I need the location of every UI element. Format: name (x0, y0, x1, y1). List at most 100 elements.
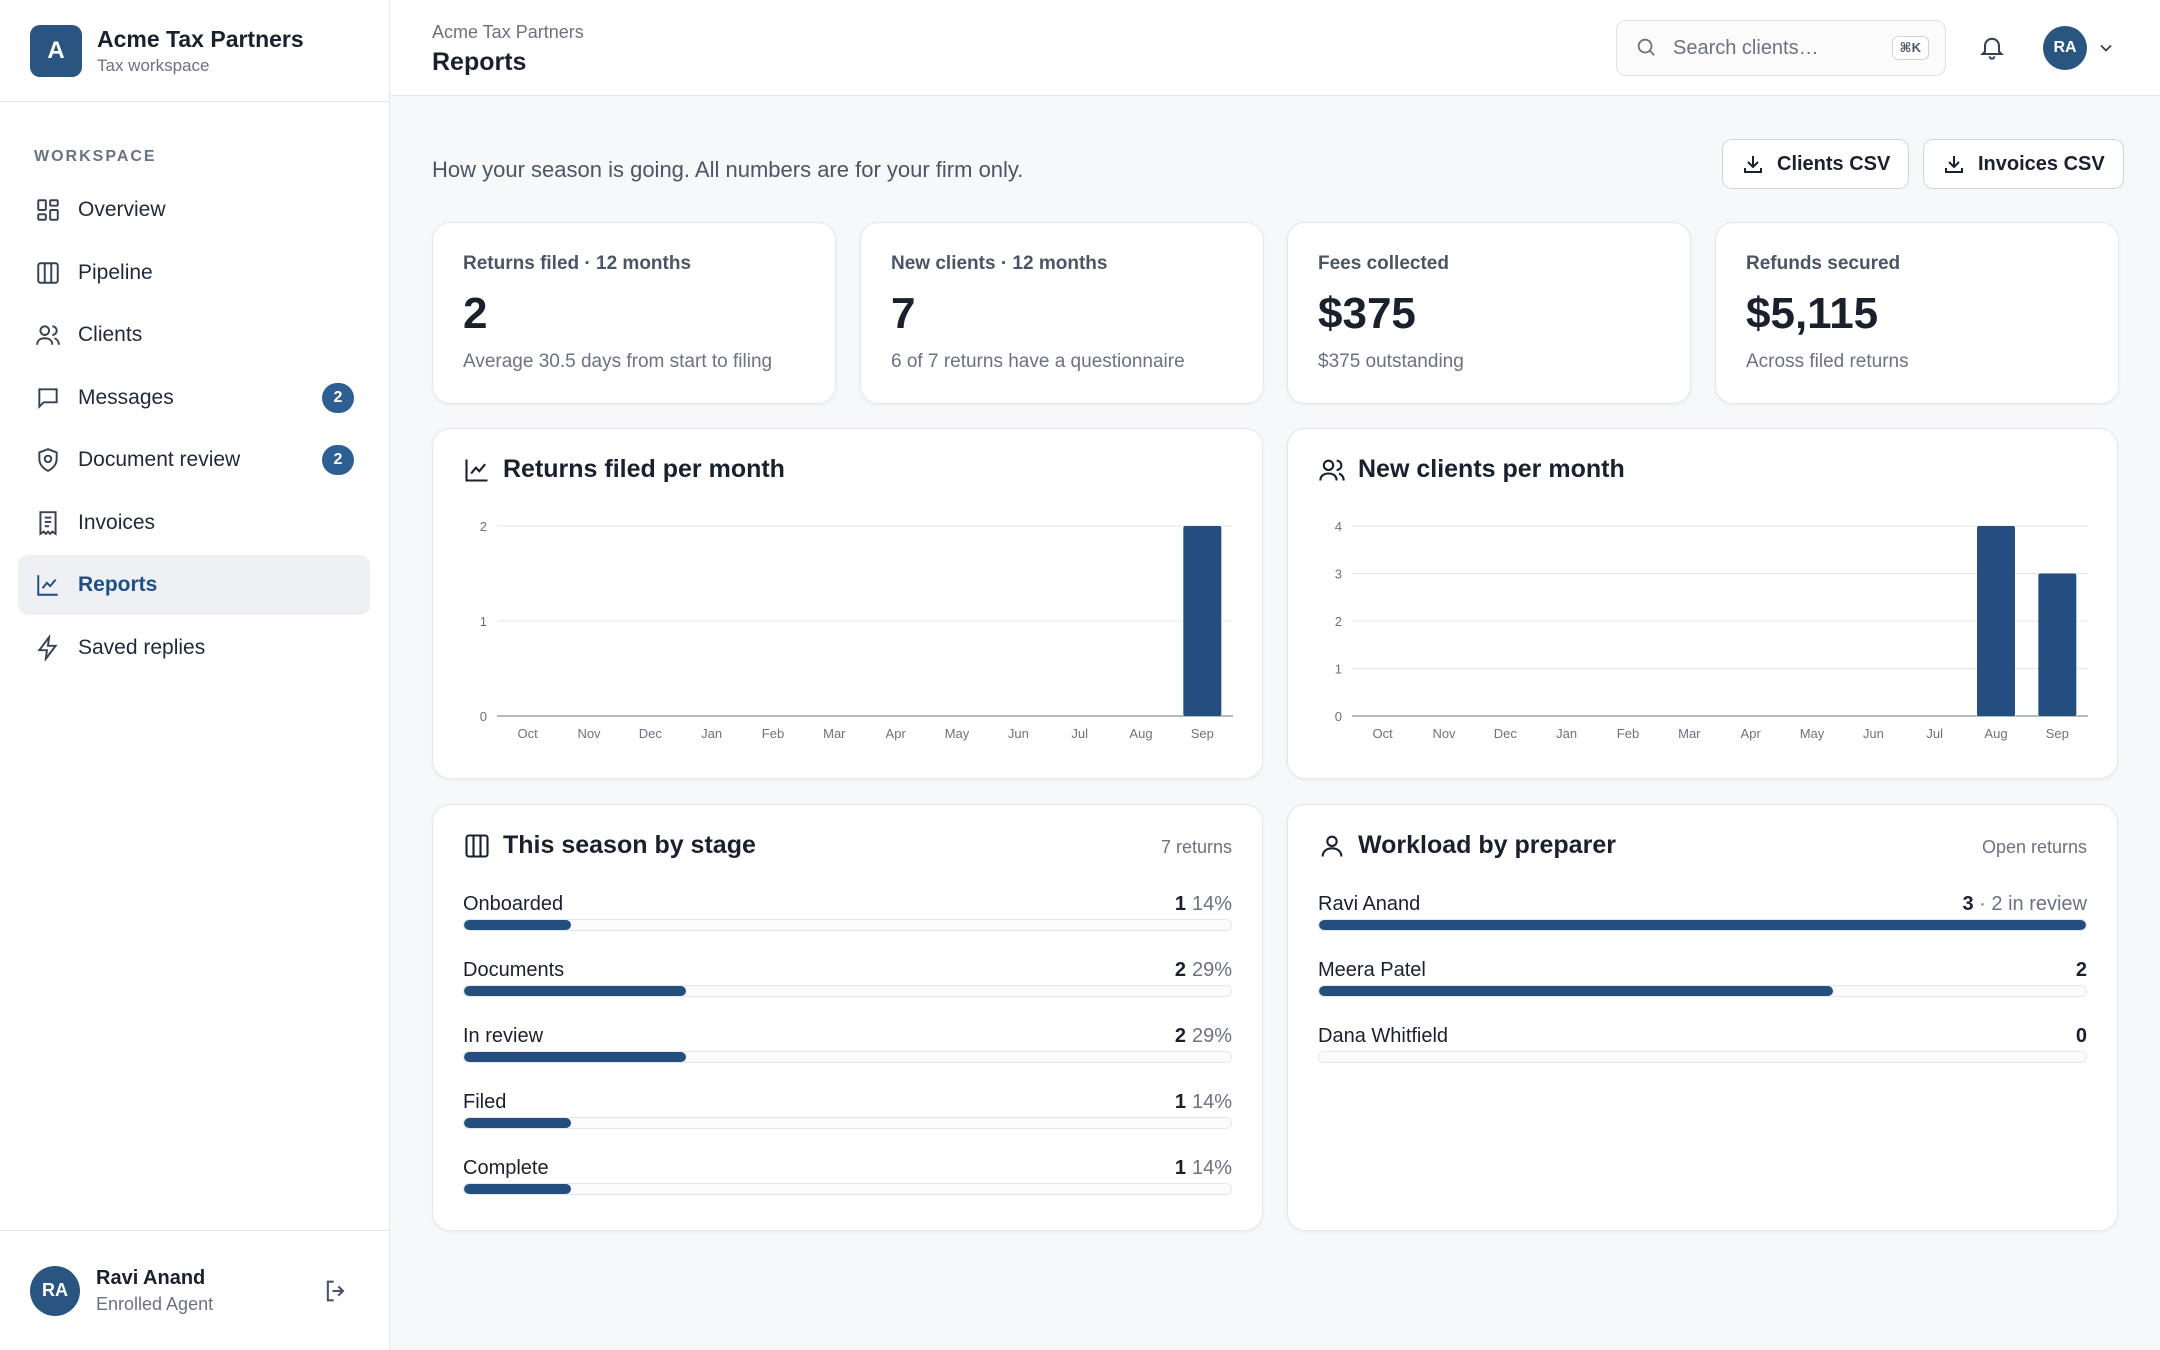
x-tick-label: Mar (1678, 726, 1701, 741)
y-tick-label: 0 (1335, 709, 1342, 724)
stat-subtext: Average 30.5 days from start to filing (463, 351, 773, 372)
new-clients-chart-card: New clients per month 0 1 2 3 4 Oct Nov Dec Jan F… (1287, 428, 2118, 779)
sidebar-item-pipeline[interactable]: Pipeline (18, 243, 370, 303)
y-tick-label: 1 (1335, 662, 1342, 677)
stage-value: 1 14% (1175, 893, 1232, 916)
user-profile: RA Ravi Anand Enrolled Agent (0, 1230, 390, 1350)
preparer-value: 3 · 2 in review (1963, 893, 2088, 916)
stage-detail: 29% (1191, 1025, 1232, 1047)
preparer-row: Ravi Anand 3 · 2 in review (1318, 893, 2087, 943)
sidebar-item-label: Document review (78, 448, 241, 471)
avatar[interactable]: RA (30, 1265, 80, 1316)
preparer-detail: · 2 in review (1973, 893, 2087, 915)
bar-sep[interactable] (1183, 526, 1222, 716)
stage-progress-fill (464, 1052, 687, 1062)
x-tick-label: Jan (1556, 726, 1577, 741)
preparer-value: 0 (2076, 1025, 2087, 1048)
nav-section-label: WORKSPACE (34, 148, 157, 165)
clients-csv-button[interactable]: Clients CSV (1722, 139, 1910, 189)
stage-progress-track (463, 1051, 1232, 1063)
x-tick-label: Jul (1926, 726, 1943, 741)
x-tick-label: Nov (577, 726, 601, 741)
preparer-progress-fill (1319, 986, 1833, 996)
stat-card-new-clients: New clients · 12 months 7 6 of 7 returns… (860, 222, 1264, 404)
stage-value: 2 29% (1175, 959, 1232, 982)
workload-by-preparer-card: Workload by preparer Open returns Ravi A… (1287, 804, 2118, 1231)
brand-subtitle: Tax workspace (97, 55, 210, 75)
invoices-csv-label: Invoices CSV (1978, 152, 2105, 175)
stage-progress-fill (464, 1118, 572, 1128)
preparer-progress-fill (1319, 920, 2086, 930)
bell-icon[interactable] (1978, 33, 2006, 61)
columns-icon (34, 259, 62, 287)
download-icon (1942, 152, 1966, 176)
stage-count: 1 (1174, 1157, 1186, 1179)
x-tick-label: Oct (518, 726, 539, 741)
page-title: Reports (432, 48, 527, 76)
x-tick-label: Aug (1984, 726, 2007, 741)
logout-icon[interactable] (322, 1277, 350, 1305)
breadcrumb[interactable]: Acme Tax Partners (432, 22, 584, 42)
chart-line-icon (34, 571, 62, 599)
search-input[interactable]: Search clients… ⌘K (1616, 20, 1946, 76)
preparer-label: Dana Whitfield (1318, 1025, 1449, 1047)
x-tick-label: Dec (1494, 726, 1518, 741)
download-icon (1741, 152, 1765, 176)
sidebar-item-reports[interactable]: Reports (18, 555, 370, 615)
sidebar-item-overview[interactable]: Overview (18, 180, 370, 240)
sidebar-item-label: Overview (78, 198, 166, 221)
stage-label: Documents (463, 959, 565, 981)
stat-card-fees-collected: Fees collected $375 $375 outstanding (1287, 222, 1691, 404)
invoices-csv-button[interactable]: Invoices CSV (1923, 139, 2124, 189)
stage-row: In review 2 29% (463, 1025, 1232, 1075)
preparer-count: 0 (2075, 1025, 2087, 1047)
user-icon (1318, 832, 1346, 860)
stage-progress-track (463, 985, 1232, 997)
preparer-row: Meera Patel 2 (1318, 959, 2087, 1009)
stage-row: Onboarded 1 14% (463, 893, 1232, 943)
stage-detail: 14% (1191, 1157, 1232, 1179)
stage-progress-track (463, 1183, 1232, 1195)
y-tick-label: 1 (480, 614, 487, 629)
preparer-label: Ravi Anand (1318, 893, 1421, 915)
preparer-progress-track (1318, 919, 2087, 931)
x-tick-label: Dec (639, 726, 663, 741)
chart-line-icon (463, 456, 491, 484)
stat-label: Returns filed · 12 months (463, 253, 692, 274)
x-tick-label: May (1800, 726, 1825, 741)
stat-label: New clients · 12 months (891, 253, 1108, 274)
header-avatar[interactable]: RA (2043, 26, 2087, 70)
bar-sep[interactable] (2038, 573, 2077, 717)
stage-progress-fill (464, 920, 572, 930)
sidebar-item-clients[interactable]: Clients (18, 305, 370, 365)
bar-aug[interactable] (1977, 526, 2015, 716)
sidebar-item-label: Clients (78, 323, 143, 346)
stat-card-refunds-secured: Refunds secured $5,115 Across filed retu… (1715, 222, 2119, 404)
stage-count: 1 (1174, 1091, 1186, 1113)
stat-value: 2 (463, 289, 488, 338)
stage-label: In review (463, 1025, 544, 1047)
sidebar-item-messages[interactable]: Messages 2 (18, 368, 370, 428)
y-tick-label: 4 (1335, 519, 1342, 534)
x-tick-label: Apr (1741, 726, 1762, 741)
stat-label: Refunds secured (1746, 253, 1901, 274)
y-tick-label: 0 (480, 709, 487, 724)
workload-meta: Open returns (1981, 837, 2087, 857)
sidebar-item-label: Pipeline (78, 260, 153, 284)
sidebar-item-document-review[interactable]: Document review 2 (18, 430, 370, 490)
returns-filed-bar-chart: 0 1 2 Oct Nov Dec Jan Feb Mar Apr May Jun Jul Aug Sep (480, 519, 1233, 741)
brand[interactable]: A Acme Tax Partners Tax workspace (0, 0, 389, 102)
stage-label: Filed (463, 1091, 507, 1113)
stat-label: Fees collected (1318, 253, 1449, 274)
stage-row: Filed 1 14% (463, 1091, 1232, 1141)
stat-value: $5,115 (1746, 289, 1879, 338)
x-tick-label: Oct (1373, 726, 1394, 741)
season-by-stage-card: This season by stage 7 returns Onboarded… (432, 804, 1263, 1231)
columns-icon (463, 832, 491, 860)
stage-count: 1 (1174, 893, 1186, 915)
user-role: Enrolled Agent (96, 1293, 214, 1314)
chevron-down-icon[interactable] (2096, 38, 2116, 58)
sidebar-item-invoices[interactable]: Invoices (18, 493, 370, 553)
sidebar-item-saved-replies[interactable]: Saved replies (18, 618, 370, 678)
preparer-row: Dana Whitfield 0 (1318, 1025, 2087, 1075)
